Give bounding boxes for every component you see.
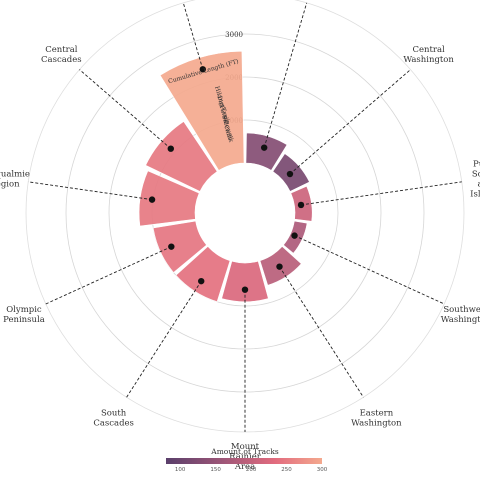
legend-colorbar <box>166 458 322 464</box>
radial-dash-line <box>279 266 364 398</box>
bar-issaquah-alps <box>245 132 288 171</box>
annotation-item: Paved <box>218 105 230 125</box>
radial-dash-line <box>294 235 445 305</box>
legend-tick-label: 150 <box>210 467 221 473</box>
radial-dash-line <box>126 280 202 398</box>
radial-dash-line <box>45 246 172 305</box>
radial-dash-line <box>300 181 462 206</box>
value-marker <box>167 145 174 152</box>
bar-central-cascades <box>145 121 218 192</box>
region-label: Olympic Peninsula <box>3 305 45 325</box>
ring-label: 3000 <box>225 31 243 39</box>
region-label: Mount Rainier Area <box>229 442 262 472</box>
radial-dash-line <box>289 69 411 175</box>
value-marker <box>198 277 205 285</box>
bar-snoqualmie-region <box>138 170 200 227</box>
value-marker <box>297 201 305 209</box>
legend: Amount of Tracks 100 150 200 250 300 <box>166 447 328 473</box>
bar-north-cascades <box>159 50 245 171</box>
bar-olympic-peninsula <box>152 220 208 273</box>
radial-dash-line <box>263 2 308 148</box>
value-marker <box>168 243 175 250</box>
value-marker <box>148 196 156 203</box>
radial-dash-line <box>79 69 172 150</box>
annotation-item: Cliffs <box>222 124 233 141</box>
grid-ring-2000 <box>108 76 382 350</box>
value-marker <box>241 286 249 293</box>
region-label: SouthwestWashington <box>441 305 480 325</box>
legend-tick-label: 200 <box>246 467 257 473</box>
region-label: PugetSoundandIslands <box>470 159 480 199</box>
value-marker <box>199 66 206 73</box>
region-label: South Cascades <box>93 408 134 428</box>
region-label: Central Cascades <box>41 45 82 65</box>
legend-tick-label: 300 <box>317 467 328 473</box>
legend-tick-label: 100 <box>175 467 186 473</box>
radial-dash-line <box>182 2 204 70</box>
bar-south-cascades <box>175 246 231 303</box>
annotation-item: Dirt <box>215 95 225 109</box>
legend-title: Amount of Tracks <box>210 447 279 456</box>
value-marker <box>286 170 294 178</box>
value-marker <box>291 232 298 239</box>
region-label: Eastern Washington <box>351 408 402 428</box>
marker-layer <box>28 2 462 432</box>
legend-tick-label: 250 <box>281 467 292 473</box>
bar-mount-rainier-area <box>221 260 269 302</box>
bar-layer <box>138 50 313 303</box>
value-marker <box>260 144 268 151</box>
value-marker <box>276 263 283 270</box>
region-label: SnoqualmieRegion <box>0 169 30 189</box>
radial-dash-line <box>28 181 153 201</box>
grid-ring-3000 <box>65 33 425 393</box>
region-label: Central Washington <box>403 45 454 65</box>
